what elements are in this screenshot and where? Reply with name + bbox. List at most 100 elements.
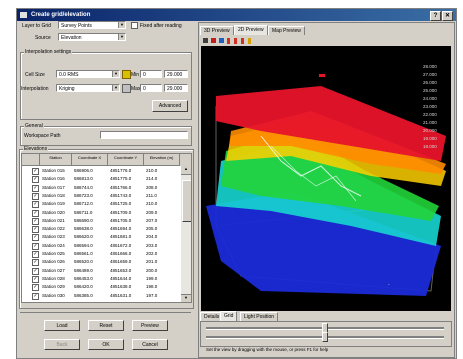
table-cell: 200.0 (146, 267, 158, 273)
yellow-marker-icon[interactable] (248, 38, 251, 44)
cancel-button[interactable]: Cancel (132, 339, 168, 350)
table-row[interactable]: ✓ Station 020 586711.0 4851709.0 209.0 (22, 209, 180, 217)
min-input[interactable]: 0 (140, 70, 162, 78)
slider-thumb[interactable] (322, 332, 328, 342)
table-row[interactable]: ✓ Station 021 586690.0 4851705.0 207.0 (22, 217, 180, 225)
column-header[interactable]: Coordinate Y (108, 154, 144, 166)
row-checkbox[interactable]: ✓ (32, 209, 39, 217)
row-checkbox[interactable]: ✓ (32, 251, 39, 258)
table-row[interactable]: ✓ Station 025 586561.0 4851666.0 202.0 (22, 250, 180, 258)
table-cell: 586638.0 (74, 226, 93, 232)
column-header[interactable] (22, 154, 40, 166)
fixed-checkbox[interactable] (131, 22, 138, 29)
folder-icon[interactable] (122, 70, 131, 79)
row-checkbox[interactable]: ✓ (32, 234, 39, 242)
row-checkbox[interactable]: ✓ (32, 267, 39, 275)
row-checkbox[interactable]: ✓ (32, 168, 39, 175)
row-checkbox[interactable]: ✓ (32, 275, 39, 283)
table-row[interactable]: ✓ Station 022 586638.0 4851694.0 205.0 (22, 225, 180, 234)
row-checkbox[interactable]: ✓ (32, 226, 39, 234)
scroll-up-icon[interactable]: ▲ (181, 166, 191, 175)
table-row[interactable]: ✓ Station 017 586744.0 4851766.0 208.0 (22, 184, 180, 192)
row-checkbox[interactable]: ✓ (32, 201, 39, 209)
row-checkbox[interactable]: ✓ (32, 259, 39, 267)
table-row[interactable]: ✓ Station 015 586906.0 4851776.0 210.0 (22, 167, 180, 175)
load-button[interactable]: Load (44, 320, 80, 331)
grid-settings-panel (200, 321, 452, 347)
table-cell: 205.0 (146, 226, 158, 232)
tab-grid[interactable]: Grid (220, 311, 238, 321)
table-row[interactable]: ✓ Station 023 586620.0 4851681.0 204.0 (22, 233, 180, 242)
row-checkbox[interactable]: ✓ (32, 292, 39, 300)
chevron-down-icon[interactable]: ▼ (118, 34, 125, 40)
tab-3d-preview[interactable]: 3D Preview (200, 26, 234, 35)
table-row[interactable]: ✓ Station 019 586712.0 4851725.0 210.0 (22, 200, 180, 209)
chevron-down-icon[interactable]: ▼ (118, 22, 125, 28)
tab-map-preview[interactable]: Map Preview (268, 26, 305, 35)
workspace-input[interactable] (100, 131, 188, 139)
cell-size-dropdown[interactable]: 0.0 RMS ▼ (56, 70, 120, 78)
max-right-input[interactable]: 29.000 (164, 84, 188, 92)
table-row[interactable]: ✓ Station 028 586453.0 4851644.0 199.0 (22, 275, 180, 283)
column-header[interactable]: Elevation (m) (144, 154, 180, 166)
rotate-icon[interactable] (203, 38, 208, 43)
min-right-input[interactable]: 29.000 (164, 70, 188, 78)
column-header[interactable]: Coordinate X (72, 154, 108, 166)
row-checkbox[interactable]: ✓ (32, 192, 39, 200)
column-header[interactable]: Station (40, 154, 72, 166)
settings-icon[interactable] (122, 84, 131, 93)
layer-value: Survey Points (61, 23, 92, 29)
interpolation-group: Interpolation settings (20, 49, 192, 120)
source-value: Elevation (61, 35, 82, 41)
elevation-table: Station Coordinate X Coordinate Y Elevat… (21, 153, 192, 303)
row-checkbox[interactable]: ✓ (32, 217, 39, 225)
table-cell: 211.0 (146, 192, 157, 198)
table-row[interactable]: ✓ Station 029 586420.0 4851638.0 198.0 (22, 283, 180, 292)
table-row[interactable]: ✓ Station 016 586813.0 4851775.0 214.0 (22, 175, 180, 184)
method-label: Interpolation (21, 86, 49, 92)
help-button[interactable]: ? (430, 11, 441, 21)
row-checkbox[interactable]: ✓ (32, 184, 39, 192)
table-cell: 4851631.0 (110, 292, 132, 298)
scroll-down-icon[interactable]: ▼ (181, 294, 191, 302)
ok-button[interactable]: OK (88, 339, 124, 350)
method-dropdown[interactable]: Kriging ▼ (56, 84, 120, 92)
scroll-thumb[interactable] (182, 180, 191, 222)
table-row[interactable]: ✓ Station 030 586385.0 4851631.0 197.0 (22, 292, 180, 300)
tab-light-position[interactable]: Light Position (240, 312, 279, 321)
reset-button[interactable]: Reset (88, 320, 124, 331)
layer-label: Layer to Grid (22, 23, 51, 29)
advanced-button[interactable]: Advanced (152, 100, 188, 112)
close-button[interactable]: ✕ (442, 11, 453, 21)
legend-entry: 27.000 (423, 72, 437, 77)
legend-entry: 25.000 (423, 88, 437, 93)
table-row[interactable]: ✓ Station 024 586594.0 4851672.0 203.0 (22, 242, 180, 250)
preview-button[interactable]: Preview (132, 320, 168, 331)
red-marker-icon[interactable] (241, 38, 244, 44)
row-checkbox[interactable]: ✓ (32, 242, 39, 250)
cell-size-value: 0.0 RMS (59, 72, 79, 78)
layer-dropdown[interactable]: Survey Points ▼ (58, 21, 126, 29)
table-row[interactable]: ✓ Station 018 586723.0 4851743.0 211.0 (22, 192, 180, 200)
table-cell: 586420.0 (74, 284, 93, 290)
red-marker-icon[interactable] (234, 38, 237, 44)
table-row[interactable]: ✓ Station 027 586489.0 4851653.0 200.0 (22, 267, 180, 275)
zoom-icon[interactable] (219, 38, 224, 43)
back-button[interactable]: Back (44, 339, 80, 350)
red-marker-icon[interactable] (227, 38, 230, 44)
max-input[interactable]: 0 (140, 84, 162, 92)
row-checkbox[interactable]: ✓ (32, 284, 39, 292)
table-row[interactable]: ✓ Station 026 586520.0 4851659.0 201.0 (22, 258, 180, 267)
3d-surface-plot[interactable]: - 28.000 27.000 26.000 25.000 24.000 23.000 22… (201, 46, 451, 311)
wireframe-line (270, 145, 357, 202)
chevron-down-icon[interactable]: ▼ (112, 71, 119, 77)
table-scrollbar[interactable]: ▲ ▼ (181, 166, 191, 302)
pan-icon[interactable] (211, 38, 216, 43)
table-cell: 4851776.0 (110, 168, 132, 173)
chevron-down-icon[interactable]: ▼ (112, 85, 119, 91)
row-checkbox[interactable]: ✓ (32, 176, 39, 184)
table-cell: 4851709.0 (110, 209, 132, 215)
legend-entry: 18.000 (423, 144, 437, 149)
source-dropdown[interactable]: Elevation ▼ (58, 33, 126, 41)
tab-2d-preview[interactable]: 2D Preview (234, 25, 268, 35)
